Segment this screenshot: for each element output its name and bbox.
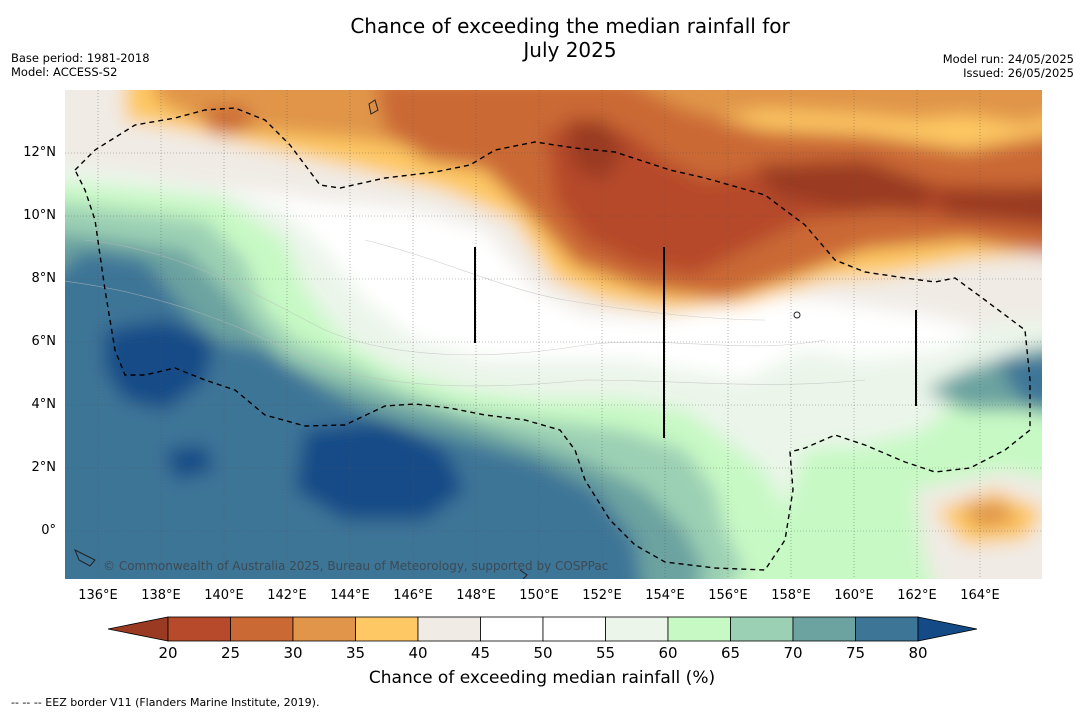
issued-date: Issued: 26/05/2025 — [963, 66, 1074, 80]
colorbar-segment — [417, 616, 481, 642]
lat-label-2n: 2°N — [31, 460, 57, 475]
lat-label-12n: 12°N — [23, 145, 56, 160]
lon-label-136: 136°E — [78, 588, 118, 603]
meta-right: Model run: 24/05/2025 Issued: 26/05/2025 — [943, 52, 1074, 80]
colorbar-segment — [542, 616, 606, 642]
lon-label-152: 152°E — [582, 588, 622, 603]
cb-tick-35: 35 — [345, 644, 366, 662]
cb-tick-65: 65 — [720, 644, 741, 662]
region-markers — [474, 247, 917, 438]
colorbar-extend-low — [107, 616, 169, 642]
colorbar-segment — [355, 616, 419, 642]
base-period: Base period: 1981-2018 — [11, 51, 150, 65]
cb-tick-60: 60 — [658, 644, 678, 662]
rainfall-field — [65, 90, 1042, 579]
title-line-1: Chance of exceeding the median rainfall … — [350, 14, 790, 38]
cb-tick-80: 80 — [908, 644, 928, 662]
cb-tick-30: 30 — [283, 644, 303, 662]
colorbar — [107, 616, 978, 642]
colorbar-segment — [167, 616, 231, 642]
copyright-notice: © Commonwealth of Australia 2025, Bureau… — [103, 559, 609, 573]
model-run: Model run: 24/05/2025 — [942, 52, 1074, 66]
colorbar-segment — [480, 616, 544, 642]
eez-footnote: -- -- -- EEZ border V11 (Flanders Marine… — [11, 696, 320, 709]
lon-label-160: 160°E — [834, 588, 874, 603]
colorbar-extend-high — [917, 616, 978, 642]
lon-label-148: 148°E — [456, 588, 496, 603]
cb-tick-75: 75 — [845, 644, 866, 662]
lat-label-10n: 10°N — [23, 208, 56, 223]
lon-label-156: 156°E — [708, 588, 748, 603]
lon-label-150: 150°E — [519, 588, 559, 603]
lat-lon-grid — [65, 90, 1042, 579]
cb-tick-70: 70 — [783, 644, 803, 662]
lon-label-142: 142°E — [267, 588, 307, 603]
cb-tick-40: 40 — [408, 644, 428, 662]
cb-tick-55: 55 — [595, 644, 616, 662]
lon-label-144: 144°E — [330, 588, 370, 603]
lat-label-8n: 8°N — [31, 271, 57, 286]
cb-tick-50: 50 — [533, 644, 553, 662]
cb-tick-45: 45 — [470, 644, 491, 662]
lon-label-158: 158°E — [771, 588, 811, 603]
colorbar-segment — [605, 616, 669, 642]
colorbar-label: Chance of exceeding median rainfall (%) — [368, 668, 716, 688]
lon-label-154: 154°E — [645, 588, 685, 603]
lon-label-162: 162°E — [897, 588, 937, 603]
title-line-2: July 2025 — [523, 38, 617, 62]
lon-label-146: 146°E — [393, 588, 433, 603]
colorbar-segment — [230, 616, 294, 642]
lat-label-6n: 6°N — [31, 334, 57, 349]
colorbar-segment — [730, 616, 794, 642]
colorbar-segment — [667, 616, 731, 642]
colorbar-segment — [292, 616, 356, 642]
rainfall-map — [65, 90, 1042, 579]
meta-left: Base period: 1981-2018 Model: ACCESS-S2 — [11, 51, 150, 79]
lat-label-4n: 4°N — [31, 397, 57, 412]
lon-label-138: 138°E — [141, 588, 181, 603]
cb-tick-25: 25 — [220, 644, 241, 662]
colorbar-segment — [792, 616, 856, 642]
coastlines — [74, 99, 801, 579]
lon-label-140: 140°E — [204, 588, 244, 603]
lat-label-0: 0° — [41, 523, 56, 538]
lon-label-164: 164°E — [960, 588, 1000, 603]
colorbar-segment — [855, 616, 919, 642]
cb-tick-20: 20 — [158, 644, 178, 662]
model-name: Model: ACCESS-S2 — [11, 65, 118, 79]
map-title: Chance of exceeding the median rainfall … — [270, 14, 870, 62]
eez-border — [74, 107, 1031, 571]
